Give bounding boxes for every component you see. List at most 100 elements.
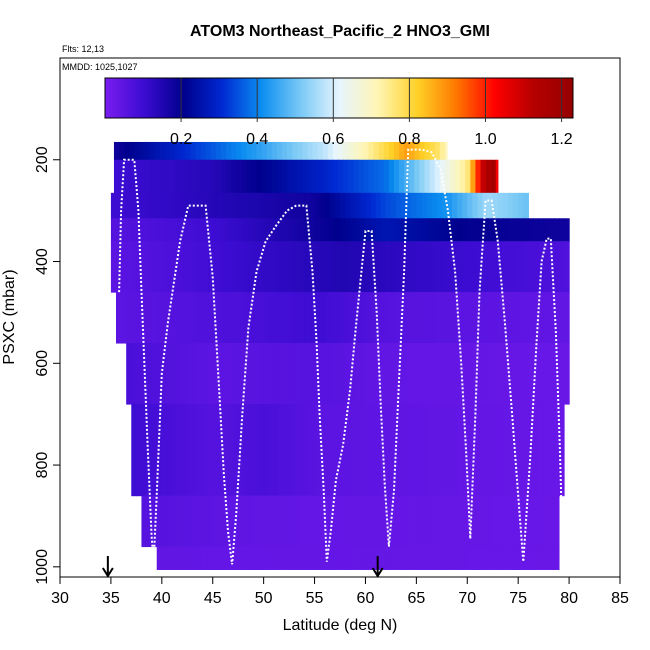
heatmap-cell (228, 404, 234, 497)
heatmap-cell (268, 192, 275, 219)
heatmap-cell (110, 241, 117, 293)
heatmap-cell (429, 141, 436, 161)
heatmap-cell (273, 218, 280, 242)
heatmap-cell (348, 159, 354, 194)
heatmap-cell (210, 159, 217, 194)
heatmap-cell (271, 141, 278, 161)
heatmap-cell (375, 342, 382, 405)
heatmap-cell (289, 241, 295, 293)
chart-title: ATOM3 Northeast_Pacific_2 HNO3_GMI (190, 23, 490, 40)
heatmap-cell (161, 241, 168, 293)
heatmap-cell (436, 241, 443, 293)
heatmap-cell (192, 292, 199, 344)
heatmap-cell (263, 546, 270, 570)
heatmap-cell (523, 404, 529, 497)
heatmap-cell (446, 546, 453, 570)
heatmap-cell (436, 495, 443, 548)
heatmap-cell (472, 218, 479, 242)
heatmap-cell (370, 192, 377, 219)
heatmap-cell (533, 241, 540, 293)
heatmap-cell (317, 141, 324, 161)
heatmap-cell (401, 218, 407, 242)
heatmap-cell (360, 495, 367, 548)
heatmap-cell (299, 495, 305, 548)
heatmap-cell (360, 404, 367, 497)
heatmap-cell (228, 218, 234, 242)
heatmap-cell (268, 404, 275, 497)
heatmap-cell (253, 495, 260, 548)
heatmap-cell (409, 159, 415, 194)
heatmap-cell (462, 218, 468, 242)
heatmap-cell (312, 159, 319, 194)
heatmap-cell (238, 342, 244, 405)
heatmap-cell (533, 342, 540, 405)
heatmap-cell (131, 241, 137, 293)
heatmap-cell (388, 159, 395, 194)
heatmap-cell (436, 546, 443, 570)
heatmap-cell (497, 495, 504, 548)
heatmap-cell (431, 342, 438, 405)
heatmap-cell (136, 342, 143, 405)
heatmap-cell (424, 159, 431, 194)
heatmap-cell (404, 141, 410, 161)
heatmap-cell (136, 292, 143, 344)
colorbar-tick-label: 0.8 (398, 131, 420, 148)
heatmap-cell (146, 218, 153, 242)
heatmap-cell (151, 495, 158, 548)
heatmap-cell (360, 546, 367, 570)
heatmap-cell (462, 495, 468, 548)
heatmap-cell (253, 192, 260, 219)
colorbar-tick-label: 0.4 (246, 131, 268, 148)
heatmap-cell (314, 404, 321, 497)
heatmap-cell (187, 292, 193, 344)
heatmap-cell (360, 342, 367, 405)
heatmap-cell (340, 546, 346, 570)
heatmap-cell (161, 218, 168, 242)
heatmap-cell (278, 342, 285, 405)
heatmap-cell (172, 292, 178, 344)
heatmap-cell (355, 292, 361, 344)
heatmap-cell (294, 192, 300, 219)
heatmap-cell (192, 495, 199, 548)
heatmap-cell (217, 241, 224, 293)
heatmap-cell (205, 141, 212, 161)
heatmap-cell (426, 192, 433, 219)
y-tick-label: 200 (34, 146, 51, 173)
heatmap-cell (467, 546, 473, 570)
heatmap-cell (268, 495, 275, 548)
heatmap-cell (492, 292, 499, 344)
heatmap-cell (467, 404, 473, 497)
heatmap-cell (243, 546, 249, 570)
heatmap-cell (406, 218, 412, 242)
heatmap-cell (446, 241, 453, 293)
heatmap-cell (446, 218, 453, 242)
heatmap-cell (131, 192, 137, 219)
heatmap-cell (543, 546, 550, 570)
heatmap-cell (345, 192, 351, 219)
heatmap-cell (200, 141, 207, 161)
heatmap-cell (166, 546, 173, 570)
heatmap-cell (166, 218, 173, 242)
heatmap-cell (497, 218, 504, 242)
heatmap-cell (161, 192, 168, 219)
heatmap-cell (431, 192, 438, 219)
heatmap-cell (373, 159, 380, 194)
heatmap-cell (444, 159, 451, 194)
heatmap-cell (421, 404, 428, 497)
heatmap-cell (329, 342, 336, 405)
heatmap-cell (513, 342, 519, 405)
heatmap-cell (538, 495, 545, 548)
heatmap-cell (197, 404, 204, 497)
heatmap-cell (452, 404, 458, 497)
heatmap-cell (273, 192, 280, 219)
heatmap-cell (452, 218, 458, 242)
heatmap-cell (462, 404, 468, 497)
heatmap-cell (202, 342, 209, 405)
heatmap-cell (375, 495, 382, 548)
heatmap-cell (177, 404, 183, 497)
heatmap-cell (263, 241, 270, 293)
heatmap-cell (343, 159, 349, 194)
heatmap-cell (436, 218, 443, 242)
heatmap-cell (528, 342, 535, 405)
heatmap-cell (261, 159, 268, 194)
